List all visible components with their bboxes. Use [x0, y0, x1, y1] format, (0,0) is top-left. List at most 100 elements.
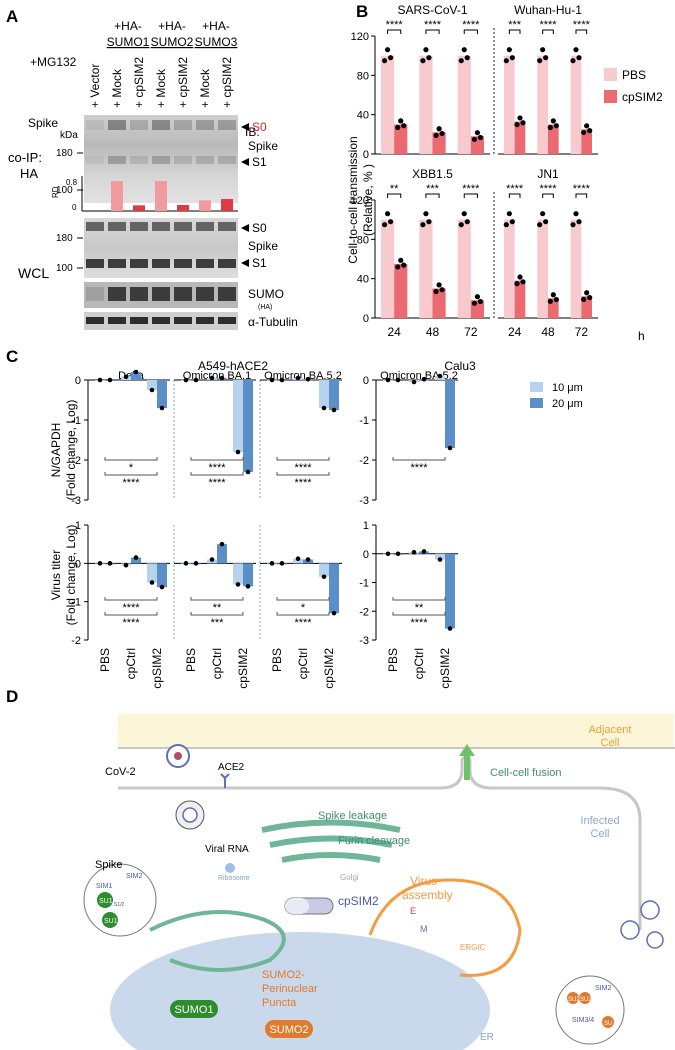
panel-b-point — [461, 211, 467, 217]
group-header-line2: SUMO2 — [151, 35, 194, 49]
coip-s0-band — [130, 120, 148, 130]
panel-c-bar — [131, 557, 141, 564]
golgi-stack — [261, 819, 401, 833]
panel-b-point — [384, 47, 391, 53]
wcl-label: WCL — [18, 265, 49, 281]
panel-b-point — [458, 222, 464, 228]
panel-c-sig: **** — [294, 477, 312, 489]
panel-b-point — [439, 130, 445, 137]
panel-c-ytick-label: -1 — [359, 415, 369, 427]
legend-20um: 20 μm — [552, 398, 583, 410]
panel-b-point — [537, 222, 543, 228]
panel-b-sig: **** — [462, 19, 480, 31]
panel-c-ytick-label: -3 — [71, 495, 81, 507]
adjacent-cell-region — [118, 714, 674, 748]
panel-b-point — [573, 211, 579, 217]
group-header-line1: +HA- — [158, 19, 186, 33]
zoom-right-su2-b: SU2 — [580, 997, 592, 1003]
panel-b-point — [576, 55, 582, 61]
panel-c-point — [395, 377, 401, 383]
panel-b-pbs-bar — [570, 55, 582, 154]
tubulin-band — [196, 317, 214, 324]
panel-d-schematic: D Adjacent Cell Infected Cell ER Cell-ce… — [6, 687, 675, 1050]
coip-s0-band — [174, 120, 192, 130]
panel-c-point — [107, 377, 113, 383]
panel-c-bar — [319, 563, 329, 577]
zoom-right-su: SU — [604, 1021, 612, 1027]
panel-b-point — [420, 58, 426, 64]
zoom-right-sim34: SIM3/4 — [572, 1017, 594, 1024]
panel-c-bar — [157, 380, 167, 408]
panel-b-point — [520, 279, 526, 285]
wcl-s1-band — [86, 259, 104, 268]
panel-c-sig: **** — [410, 617, 428, 629]
panel-b-point — [436, 282, 442, 288]
panel-c-ytick-label: 0 — [75, 375, 81, 387]
panel-c-bar — [329, 563, 339, 614]
panel-b-ytick-label: 40 — [357, 274, 369, 286]
panel-b-sig: ** — [390, 183, 399, 195]
panel-b-ytick-label: 120 — [351, 31, 369, 43]
panel-b-cpsim2-bar — [394, 263, 408, 318]
panel-c-bar — [319, 380, 329, 408]
wcl-s1-band — [108, 259, 126, 268]
zoom-right-sim2: SIM2 — [595, 985, 611, 992]
sumo-band — [86, 287, 104, 301]
panel-b-point — [395, 124, 401, 131]
lane-label: + Mock — [110, 68, 124, 108]
infected-cell-label-2: Cell — [591, 828, 610, 840]
panel-b-sig: **** — [424, 19, 442, 31]
wcl-mw-180: 180 — [56, 233, 73, 244]
panel-c-point — [269, 377, 275, 383]
panel-c-title: Omicron BA.1 — [183, 370, 251, 382]
panel-a-label: A — [6, 7, 18, 26]
panel-b-point — [506, 47, 512, 53]
lane-label: + cpSIM2 — [132, 57, 146, 108]
panel-c-sig-bracket — [392, 612, 446, 616]
panel-b-point — [584, 123, 590, 129]
panel-b-xtick-label: 24 — [508, 325, 522, 339]
sumo1-badge — [170, 1000, 218, 1018]
coip-s0-band — [196, 120, 214, 130]
panel-b-point — [433, 132, 439, 138]
panel-c-sig-bracket — [276, 457, 330, 461]
panel-c-point — [269, 561, 275, 566]
s0-label-wcl: S0 — [252, 221, 267, 235]
wcl-s0-band — [152, 222, 170, 231]
panel-c-bar — [217, 544, 227, 564]
panel-c-point — [133, 555, 139, 560]
panel-b-point — [474, 130, 481, 136]
panel-c-point — [395, 551, 401, 557]
panel-b-cpsim2-bar — [514, 121, 526, 154]
panel-c-point — [183, 377, 189, 383]
lane-label: + Mock — [154, 68, 168, 108]
panel-b-sig: **** — [386, 19, 404, 31]
panel-c-ytick-label: -3 — [359, 635, 369, 647]
panel-c-point — [97, 561, 103, 566]
tubulin-band — [130, 317, 148, 324]
panel-c-bar — [243, 563, 253, 587]
panel-b-point — [401, 123, 407, 129]
group-headers: +HA- SUMO1 +HA- SUMO2 +HA- SUMO3 — [107, 19, 238, 49]
panel-b-point — [587, 294, 593, 301]
coip-label: co-IP: — [8, 150, 42, 165]
panel-c-sig-bracket — [190, 472, 244, 476]
panel-b-point — [514, 281, 520, 287]
panel-b-ytick-label: 120 — [351, 195, 369, 207]
panel-b-point — [550, 118, 556, 124]
panel-c-point — [385, 377, 391, 383]
panel-b-point — [433, 288, 439, 295]
fusion-arrow — [464, 752, 470, 780]
panel-c-point — [123, 562, 129, 568]
panel-b-title: SARS-CoV-1 — [397, 3, 467, 17]
panel-c-sig: * — [129, 462, 134, 474]
panel-c-bar — [243, 380, 253, 472]
virus-assembly-label-1: Virus — [410, 874, 437, 888]
coip-s0-band — [108, 120, 126, 130]
panel-b-sig-bracket — [575, 193, 588, 198]
zoom-spike-sumo2 — [555, 975, 625, 1045]
panel-b-cpsim2-bar — [432, 288, 446, 318]
panel-b-point — [553, 296, 559, 303]
adjacent-cell-label-2: Cell — [601, 737, 620, 749]
panel-c-sig-bracket — [104, 612, 158, 616]
